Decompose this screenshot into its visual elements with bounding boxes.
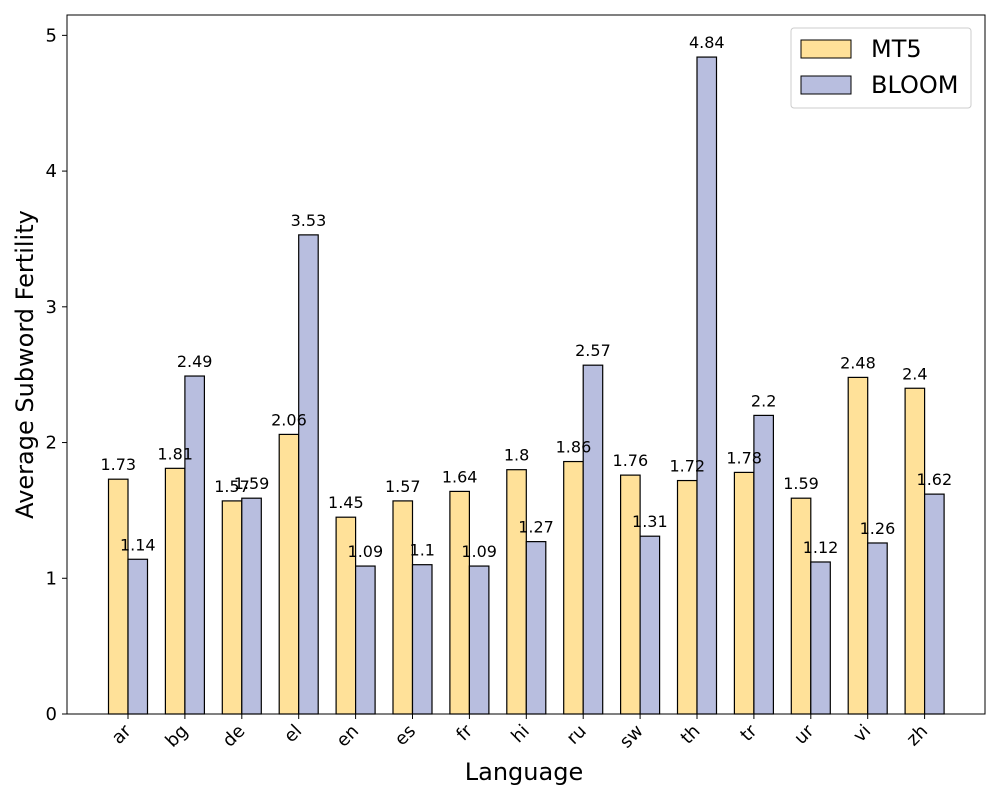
x-axis-title: Language (465, 758, 583, 786)
bar-bloom-sw (639, 535, 661, 715)
bar-bloom-bg (184, 375, 205, 715)
y-tick-label: 0 (46, 704, 57, 725)
x-tick-label-vi: vi (849, 721, 875, 747)
x-tick-label-el: el (280, 721, 306, 747)
bar-mt5-tr (733, 471, 755, 715)
data-label-mt5-hi: 1.8 (504, 446, 529, 465)
bar-bloom-fr (468, 565, 490, 715)
x-tick-label-zh: zh (903, 721, 933, 751)
data-label-mt5-ar: 1.73 (100, 455, 136, 474)
x-tick-label-en: en (332, 721, 363, 752)
data-label-mt5-zh: 2.4 (902, 364, 927, 383)
y-axis: 0 1 2 3 4 5 (46, 25, 67, 725)
bar-bloom-hi (525, 541, 547, 715)
bar-bloom-zh (923, 493, 945, 715)
x-tick-label-th: th (677, 721, 705, 749)
bar-mt5-zh (904, 387, 926, 715)
bar-bloom-ru (582, 364, 604, 715)
x-tick-label-tr: tr (736, 720, 761, 745)
data-label-bloom-tr: 2.2 (751, 391, 776, 410)
data-label-mt5-sw: 1.76 (613, 451, 649, 470)
bar-mt5-vi (847, 376, 869, 715)
data-label-mt5-de: 1.57 (214, 477, 250, 496)
y-tick-label: 5 (46, 25, 57, 46)
data-label-bloom-zh: 1.62 (917, 470, 953, 489)
data-label-bloom-es: 1.1 (410, 541, 435, 560)
legend: MT5 BLOOM (790, 27, 972, 109)
x-tick-label-ru: ru (563, 721, 591, 749)
y-axis-title: Average Subword Fertility (11, 210, 39, 519)
y-tick-label: 4 (46, 161, 57, 182)
legend-label-mt5: MT5 (871, 35, 922, 63)
bar-bloom-en (355, 565, 376, 715)
data-label-bloom-de: 1.59 (234, 474, 270, 493)
data-label-mt5-tr: 1.78 (726, 448, 762, 467)
x-axis: ar bg de el en es fr hi ru sw th tr ur vi zh (108, 714, 932, 753)
bar-mt5-th (676, 479, 698, 715)
bar-mt5-ru (563, 460, 584, 715)
bar-mt5-ur (790, 497, 812, 715)
y-tick-label: 1 (46, 568, 57, 589)
data-label-bloom-th: 4.84 (689, 33, 725, 52)
bar-mt5-hi (506, 469, 527, 715)
y-tick-label: 3 (46, 297, 57, 318)
bar-mt5-es (392, 500, 414, 715)
data-label-mt5-bg: 1.81 (157, 444, 193, 463)
data-label-mt5-ur: 1.59 (783, 474, 819, 493)
bar-mt5-ar (107, 478, 129, 715)
data-label-mt5-vi: 2.48 (840, 353, 876, 372)
data-label-mt5-ru: 1.86 (556, 438, 592, 457)
data-label-bloom-en: 1.09 (348, 542, 384, 561)
bar-bloom-vi (867, 542, 888, 715)
bar-mt5-de (221, 500, 243, 715)
data-label-mt5-es: 1.57 (385, 477, 421, 496)
y-tick-label: 2 (46, 433, 57, 454)
x-tick-label-hi: hi (507, 721, 533, 747)
x-tick-label-es: es (391, 721, 420, 750)
data-labels-layer: 1.73 1.81 1.57 2.06 1.45 1.57 1.64 1.8 1.86 1.76 1… (100, 33, 952, 561)
bar-mt5-fr (449, 490, 470, 715)
bar-mt5-el (278, 433, 300, 715)
x-tick-label-bg: bg (161, 721, 192, 752)
x-tick-label-ur: ur (790, 720, 819, 749)
bar-bloom-de (241, 497, 262, 715)
x-tick-label-fr: fr (452, 720, 477, 745)
data-label-bloom-ar: 1.14 (120, 535, 156, 554)
data-label-mt5-en: 1.45 (328, 493, 364, 512)
bar-bloom-th (696, 56, 718, 715)
data-label-bloom-el: 3.53 (291, 211, 327, 230)
bar-bloom-el (298, 234, 319, 715)
bar-mt5-bg (164, 467, 186, 715)
data-label-bloom-hi: 1.27 (518, 518, 554, 537)
data-label-bloom-bg: 2.49 (177, 352, 213, 371)
data-label-bloom-fr: 1.09 (461, 542, 497, 561)
legend-swatch-bloom (800, 75, 852, 95)
bar-bloom-ur (810, 561, 831, 715)
x-tick-label-sw: sw (616, 721, 648, 753)
legend-swatch-mt5 (800, 39, 852, 59)
data-label-bloom-ur: 1.12 (803, 538, 839, 557)
data-label-bloom-vi: 1.26 (860, 519, 896, 538)
legend-label-bloom: BLOOM (871, 71, 958, 99)
data-label-mt5-fr: 1.64 (442, 467, 478, 486)
bar-bloom-ar (127, 558, 149, 715)
bar-mt5-sw (619, 474, 641, 715)
x-tick-label-ar: ar (108, 720, 136, 748)
x-tick-label-de: de (219, 721, 250, 752)
data-label-mt5-el: 2.06 (271, 410, 307, 429)
data-label-mt5-th: 1.72 (669, 457, 705, 476)
data-label-bloom-sw: 1.31 (632, 512, 668, 531)
data-label-bloom-ru: 2.57 (575, 341, 611, 360)
bars-layer (107, 56, 945, 715)
bar-bloom-es (411, 564, 433, 715)
